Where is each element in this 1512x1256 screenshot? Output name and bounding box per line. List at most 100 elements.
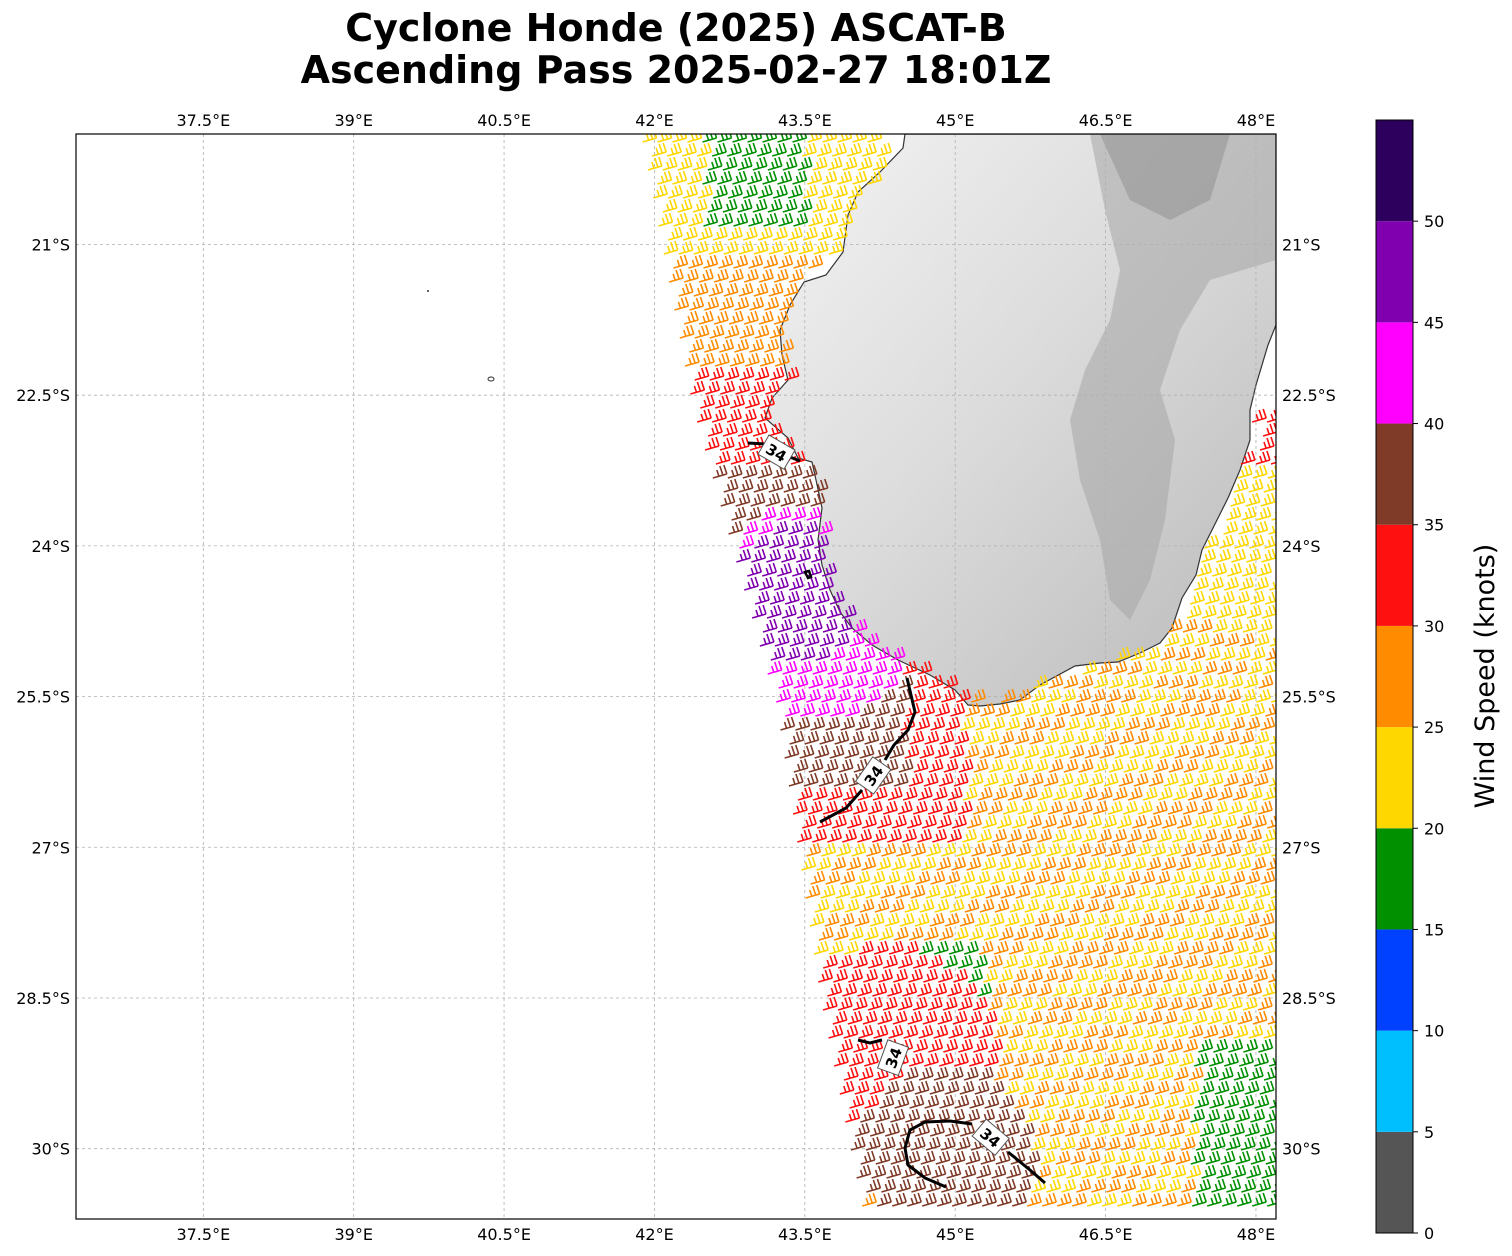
wind-barb: [1217, 660, 1233, 675]
wind-barb: [1227, 954, 1243, 969]
wind-barb: [773, 576, 789, 591]
wind-barb: [1224, 730, 1240, 745]
wind-barb: [1043, 1052, 1059, 1067]
wind-barb: [1208, 926, 1224, 941]
wind-barb: [758, 520, 774, 535]
wind-barb: [1160, 646, 1176, 661]
wind-barb: [749, 338, 765, 353]
wind-barb: [1011, 814, 1027, 829]
lat-tick-label: 28.5°S: [1282, 989, 1336, 1008]
wind-barb: [1217, 786, 1233, 801]
wind-barb: [735, 380, 751, 395]
colorbar-segment: [1376, 625, 1413, 728]
wind-barb: [1100, 1108, 1116, 1123]
wind-barb: [1129, 744, 1145, 759]
wind-barb: [1182, 800, 1198, 815]
wind-barb: [896, 842, 912, 857]
wind-barb: [1186, 604, 1202, 619]
island: [487, 376, 495, 382]
wind-barb: [707, 422, 723, 437]
wind-barb: [1032, 954, 1048, 969]
wind-barb: [801, 814, 817, 829]
wind-barb: [1248, 1066, 1264, 1081]
colorbar-segment: [1376, 929, 1413, 1031]
wind-barb: [1163, 968, 1179, 983]
wind-barb: [1105, 1136, 1121, 1151]
wind-barb: [911, 688, 927, 703]
wind-barb: [754, 324, 770, 339]
wind-barb: [1140, 716, 1156, 731]
wind-barb: [935, 702, 951, 717]
wind-barb: [1160, 702, 1176, 717]
wind-barb: [1194, 632, 1210, 647]
wind-barb: [1033, 1038, 1049, 1053]
wind-barb: [1063, 758, 1079, 773]
wind-barb: [1118, 926, 1134, 941]
wind-barb: [727, 184, 743, 199]
wind-barb: [1092, 954, 1108, 969]
wind-barb: [1062, 800, 1078, 815]
wind-barb: [1235, 646, 1251, 661]
wind-barb: [1180, 1136, 1196, 1151]
wind-barb: [1094, 1122, 1110, 1137]
wind-barb: [924, 730, 940, 745]
wind-barb: [818, 576, 834, 591]
wind-barb: [979, 898, 995, 913]
wind-barb: [1120, 884, 1136, 899]
wind-barb: [927, 954, 943, 969]
wind-barb: [918, 1066, 934, 1081]
wind-barb: [953, 1052, 969, 1067]
wind-barb: [1032, 800, 1048, 815]
wind-barb: [779, 296, 795, 311]
wind-barb: [1025, 1108, 1041, 1123]
wind-barb: [789, 632, 805, 647]
wind-barb: [736, 548, 752, 563]
wind-barb: [1076, 842, 1092, 857]
wind-barb: [1151, 1178, 1167, 1193]
wind-barb: [1137, 996, 1153, 1011]
wind-barb: [971, 688, 987, 703]
wind-barb: [852, 170, 868, 185]
wind-barb: [861, 1192, 877, 1207]
wind-barb: [1234, 534, 1250, 549]
wind-barb: [777, 618, 793, 633]
wind-barb: [942, 954, 958, 969]
wind-barb: [909, 1094, 925, 1109]
wind-barb: [1009, 744, 1025, 759]
wind-barb: [743, 576, 759, 591]
wind-barb: [761, 506, 777, 521]
wind-barb: [1081, 1164, 1097, 1179]
wind-barb: [993, 1066, 1009, 1081]
wind-barb: [1249, 590, 1265, 605]
wind-barb: [1249, 534, 1265, 549]
wind-barb: [713, 310, 729, 325]
wind-barb: [743, 268, 759, 283]
wind-barb: [842, 982, 858, 997]
wind-barb: [891, 814, 907, 829]
wind-barb: [1169, 1122, 1185, 1137]
wind-barb: [933, 940, 949, 955]
wind-barb: [1239, 632, 1255, 647]
wind-barb: [718, 212, 734, 227]
wind-barb: [1166, 842, 1182, 857]
wind-barb: [683, 268, 699, 283]
wind-barb: [1172, 982, 1188, 997]
wind-barb: [677, 198, 693, 213]
wind-barb: [1212, 996, 1228, 1011]
wind-barb: [1007, 828, 1023, 843]
wind-barb: [994, 744, 1010, 759]
wind-barb: [960, 716, 976, 731]
wind-barb: [1264, 744, 1276, 759]
wind-barb: [961, 1164, 977, 1179]
wind-barb: [962, 786, 978, 801]
wind-barb: [672, 170, 688, 185]
wind-barb: [708, 282, 724, 297]
wind-barb: [1131, 1192, 1147, 1207]
wind-barb: [1079, 912, 1095, 927]
wind-barb: [959, 1080, 975, 1095]
wind-barb: [1135, 884, 1151, 899]
wind-barb: [1230, 492, 1246, 507]
wind-barb: [1050, 716, 1066, 731]
wind-barb: [941, 842, 957, 857]
highland-shading: [1070, 134, 1276, 620]
